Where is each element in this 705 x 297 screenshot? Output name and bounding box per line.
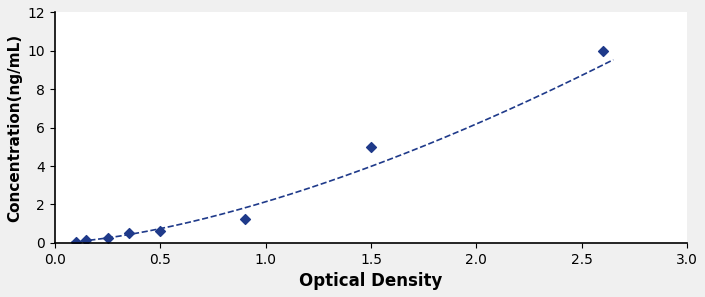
Point bbox=[154, 228, 166, 233]
Point bbox=[81, 238, 92, 243]
Point bbox=[102, 236, 114, 240]
Point bbox=[123, 231, 134, 236]
Y-axis label: Concentration(ng/mL): Concentration(ng/mL) bbox=[7, 34, 22, 222]
Point bbox=[597, 48, 608, 53]
Point bbox=[70, 239, 82, 244]
Point bbox=[239, 217, 250, 221]
Point bbox=[365, 144, 376, 149]
X-axis label: Optical Density: Optical Density bbox=[300, 272, 443, 290]
